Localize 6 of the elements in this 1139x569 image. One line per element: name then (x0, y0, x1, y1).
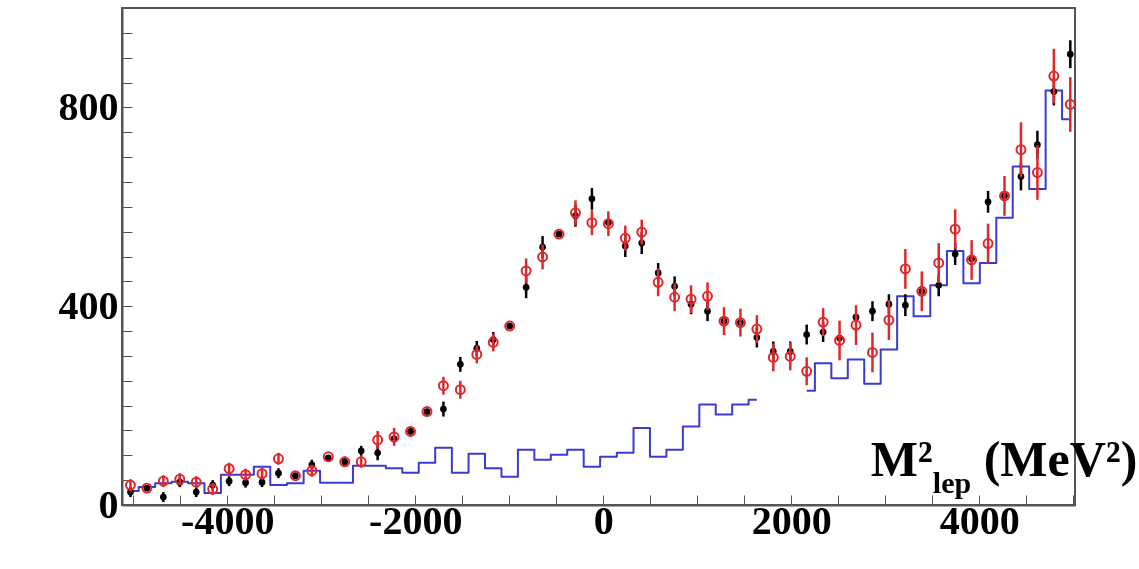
y-tick-label: 400 (58, 282, 119, 328)
x-tick-label: -2000 (369, 497, 463, 543)
x-tick-label: 2000 (751, 497, 832, 543)
y-tick-label: 800 (58, 83, 119, 129)
x-tick-label: 0 (593, 497, 614, 543)
x-tick-label: -4000 (181, 497, 275, 543)
